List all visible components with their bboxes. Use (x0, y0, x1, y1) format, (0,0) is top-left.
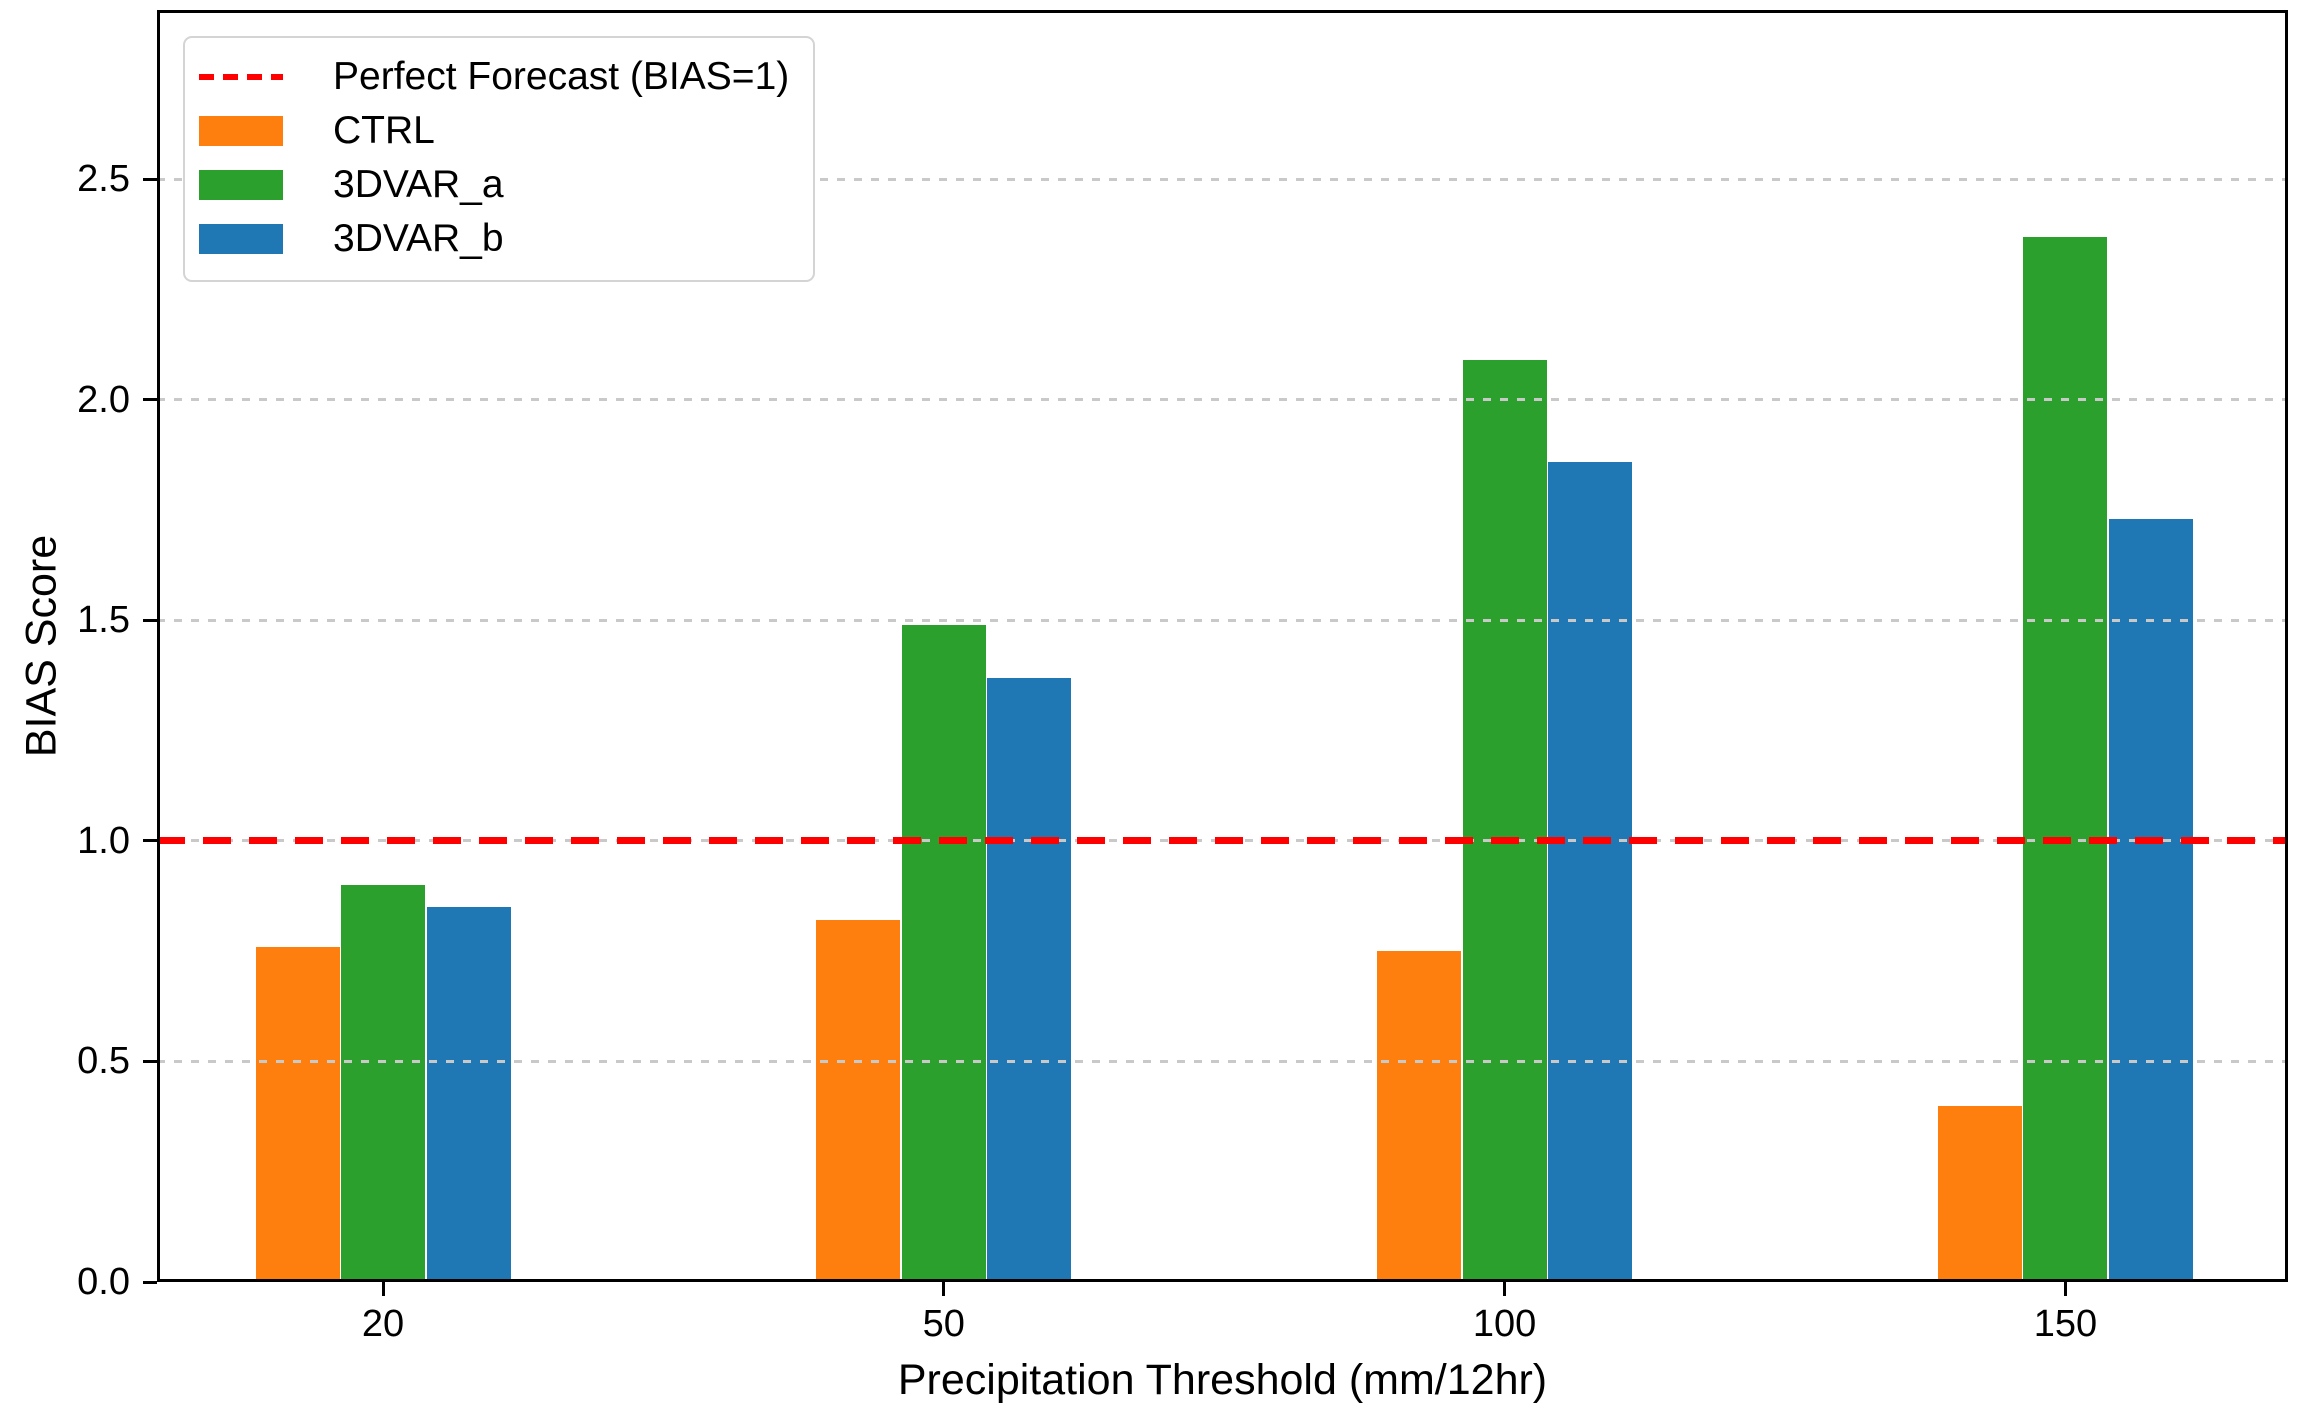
y-tick-label-1.0: 1.0 (77, 819, 130, 862)
legend-label: Perfect Forecast (BIAS=1) (333, 55, 790, 98)
y-tick-mark-1.0 (143, 839, 157, 843)
x-axis-label: Precipitation Threshold (mm/12hr) (897, 1356, 1548, 1404)
y-tick-mark-1.5 (143, 618, 157, 622)
y-tick-label-2.0: 2.0 (77, 378, 130, 421)
y-tick-mark-2.5 (143, 177, 157, 181)
bar-3DVAR_a-20 (341, 885, 425, 1282)
bar-3DVAR_b-150 (2108, 518, 2193, 1282)
plot-area: Perfect Forecast (BIAS=1) CTRL 3DVAR_a 3DVA… (157, 10, 2288, 1282)
x-tick-label-50: 50 (922, 1303, 965, 1345)
gridline-y-1.5 (157, 618, 2288, 622)
x-tick-label-100: 100 (1472, 1303, 1537, 1345)
y-tick-mark-0.0 (143, 1280, 157, 1284)
y-axis-label: BIAS Score (17, 534, 66, 758)
legend-dash-line-icon (199, 74, 283, 80)
legend-label: CTRL (333, 109, 435, 152)
gridline-y-2 (157, 398, 2288, 402)
x-tick-mark-150 (2063, 1282, 2067, 1296)
bar-CTRL-100 (1377, 951, 1462, 1282)
legend: Perfect Forecast (BIAS=1) CTRL 3DVAR_a 3DVA… (183, 36, 815, 282)
bar-CTRL-150 (1937, 1105, 2022, 1282)
y-tick-mark-0.5 (143, 1059, 157, 1063)
x-tick-label-150: 150 (2033, 1303, 2098, 1345)
y-tick-label-0.5: 0.5 (77, 1040, 130, 1083)
bar-3DVAR_b-20 (426, 907, 511, 1282)
bar-3DVAR_a-150 (2023, 236, 2108, 1282)
x-tick-mark-20 (381, 1282, 385, 1296)
bar-3DVAR_a-50 (901, 624, 986, 1282)
legend-color-swatch (199, 116, 283, 146)
bar-CTRL-50 (816, 920, 901, 1282)
gridline-y-2.5 (157, 177, 2288, 181)
legend-row-CTRL: CTRL (185, 104, 813, 158)
x-tick-mark-50 (942, 1282, 946, 1296)
bar-3DVAR_a-100 (1462, 360, 1547, 1282)
legend-row-Perfect-Forecast-BIAS-1-: Perfect Forecast (BIAS=1) (185, 50, 813, 104)
gridline-y-0.5 (157, 1059, 2288, 1063)
legend-color-swatch (199, 224, 283, 254)
x-tick-label-20: 20 (361, 1303, 405, 1345)
y-tick-label-1.5: 1.5 (77, 599, 130, 642)
perfect-forecast-reference-line (157, 837, 2288, 845)
bar-3DVAR_b-100 (1548, 461, 1633, 1282)
y-tick-label-2.5: 2.5 (77, 158, 130, 201)
y-tick-mark-2.0 (143, 398, 157, 402)
y-tick-label-0.0: 0.0 (77, 1261, 130, 1303)
bar-CTRL-20 (255, 946, 340, 1282)
bar-3DVAR_b-50 (987, 677, 1072, 1282)
x-tick-mark-100 (1503, 1282, 1507, 1296)
legend-row-3DVAR_a: 3DVAR_a (185, 158, 813, 212)
legend-label: 3DVAR_a (333, 163, 504, 206)
legend-label: 3DVAR_b (333, 217, 504, 260)
legend-row-3DVAR_b: 3DVAR_b (185, 212, 813, 266)
legend-color-swatch (199, 170, 283, 200)
